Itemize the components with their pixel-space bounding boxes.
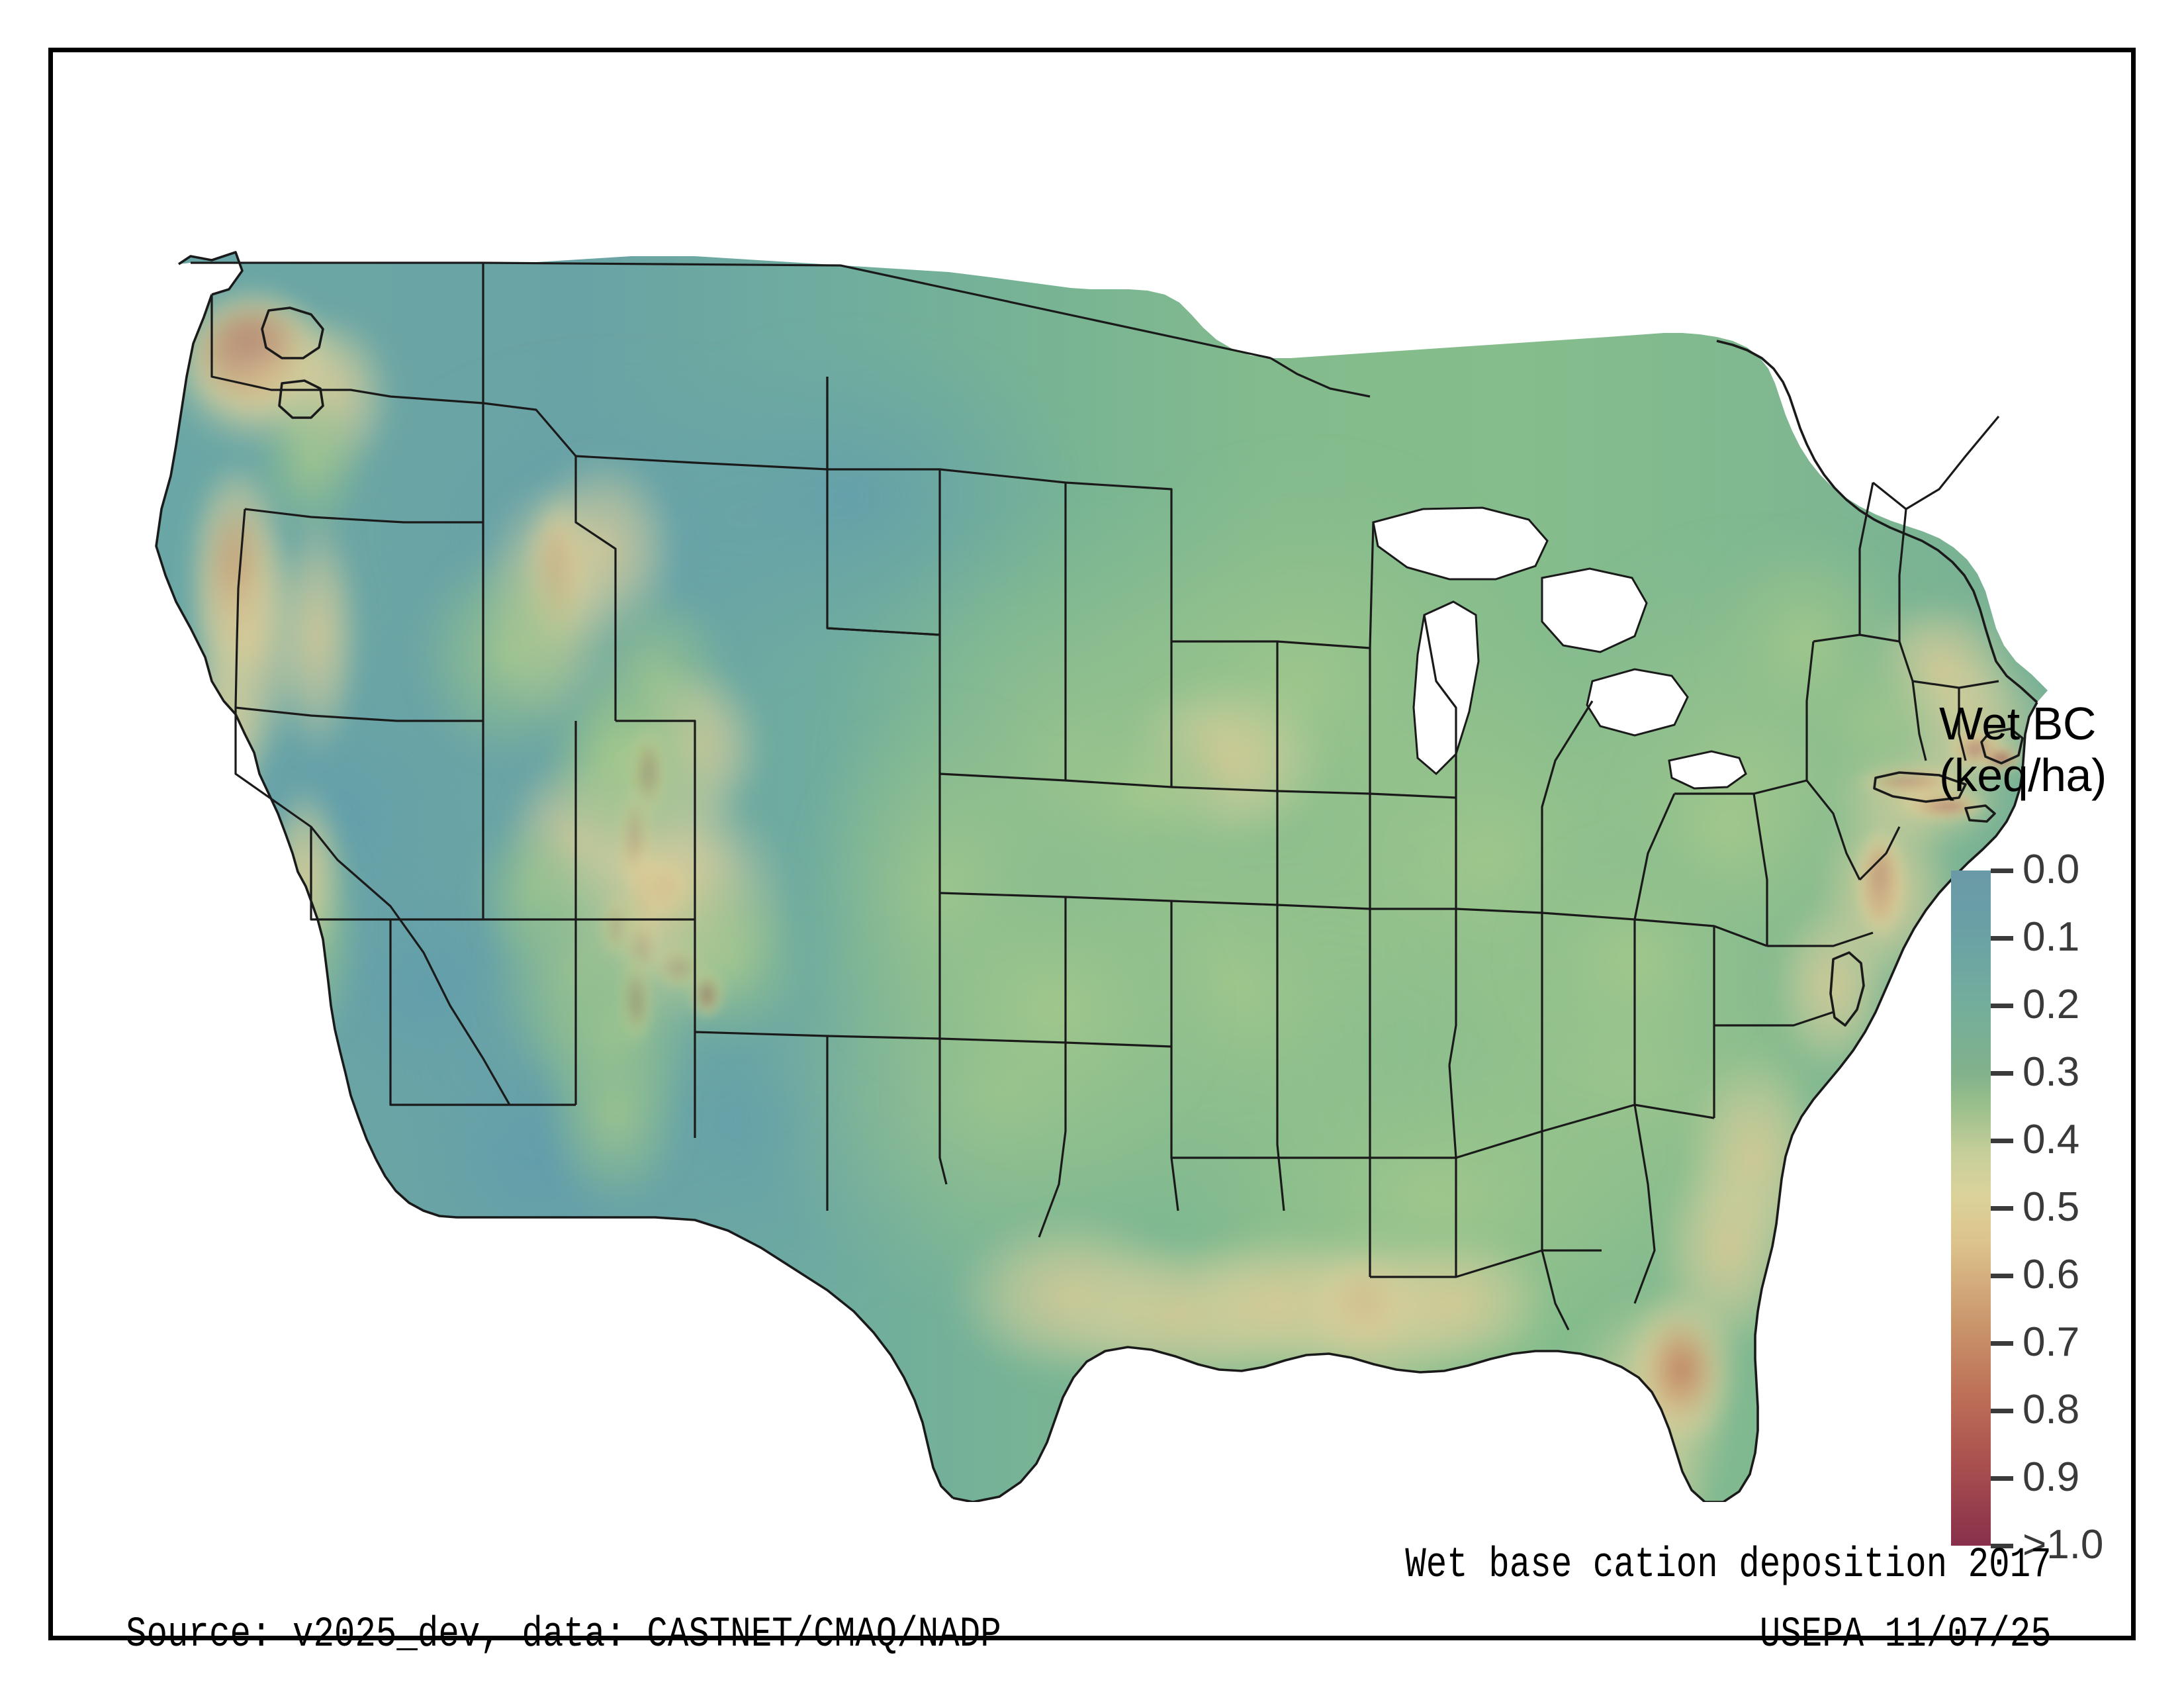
legend-title-line-1: Wet BC bbox=[1939, 698, 2096, 749]
colorbar-tick-label: 0.8 bbox=[2023, 1387, 2080, 1432]
colorbar-tick bbox=[1991, 1274, 2013, 1278]
state-boundaries bbox=[191, 261, 2000, 1331]
deposition-map bbox=[113, 178, 2065, 1502]
colorbar-tick bbox=[1991, 1206, 2013, 1211]
map-title-caption: Wet base cation deposition 2017 bbox=[1405, 1542, 2052, 1589]
credit-caption: USEPA 11/07/25 bbox=[1760, 1611, 2052, 1659]
colorbar-tick-label: 0.2 bbox=[2023, 982, 2080, 1027]
colorbar-tick bbox=[1991, 1409, 2013, 1413]
colorbar-tick bbox=[1991, 1544, 2013, 1548]
colorbar-tick bbox=[1991, 1071, 2013, 1076]
map-canvas bbox=[113, 178, 2065, 1502]
figure-frame: Wet BC (keq/ha) 0.0 0.1 0.2 0.3 0.4 0.5 0.6 0.7… bbox=[48, 48, 2136, 1659]
colorbar-tick bbox=[1991, 1139, 2013, 1143]
colorbar-container: 0.0 0.1 0.2 0.3 0.4 0.5 0.6 0.7 0.8 0.9 >1.0 bbox=[1951, 849, 2103, 1566]
source-caption: Source: v2025_dev, data: CASTNET/CMAQ/NA… bbox=[126, 1611, 1001, 1659]
colorbar-tick bbox=[1991, 936, 2013, 941]
colorbar-tick-label: 0.1 bbox=[2023, 914, 2080, 960]
colorbar-tick-label: 0.9 bbox=[2023, 1454, 2080, 1500]
colorbar-tick-label: 0.7 bbox=[2023, 1319, 2080, 1365]
colorbar-tick-label: 0.6 bbox=[2023, 1252, 2080, 1297]
colorbar-tick-label: 0.0 bbox=[2023, 847, 2080, 892]
colorbar-tick-label: >1.0 bbox=[2023, 1522, 2104, 1568]
colorbar-tick-label: 0.3 bbox=[2023, 1049, 2080, 1095]
colorbar-tick bbox=[1991, 1341, 2013, 1346]
colorbar-tick bbox=[1991, 1476, 2013, 1481]
colorbar-tick bbox=[1991, 1004, 2013, 1008]
colorbar-gradient bbox=[1951, 870, 1991, 1546]
colorbar-tick bbox=[1991, 868, 2013, 873]
coastline bbox=[155, 251, 2038, 1502]
colorbar-tick-label: 0.5 bbox=[2023, 1184, 2080, 1230]
colorbar-tick-label: 0.4 bbox=[2023, 1117, 2080, 1162]
legend-title-line-2: (keq/ha) bbox=[1939, 749, 2107, 801]
great-lakes bbox=[1372, 506, 1747, 790]
colorbar-legend: Wet BC (keq/ha) 0.0 0.1 0.2 0.3 0.4 0.5 0.6 0.7… bbox=[1899, 698, 2184, 1571]
